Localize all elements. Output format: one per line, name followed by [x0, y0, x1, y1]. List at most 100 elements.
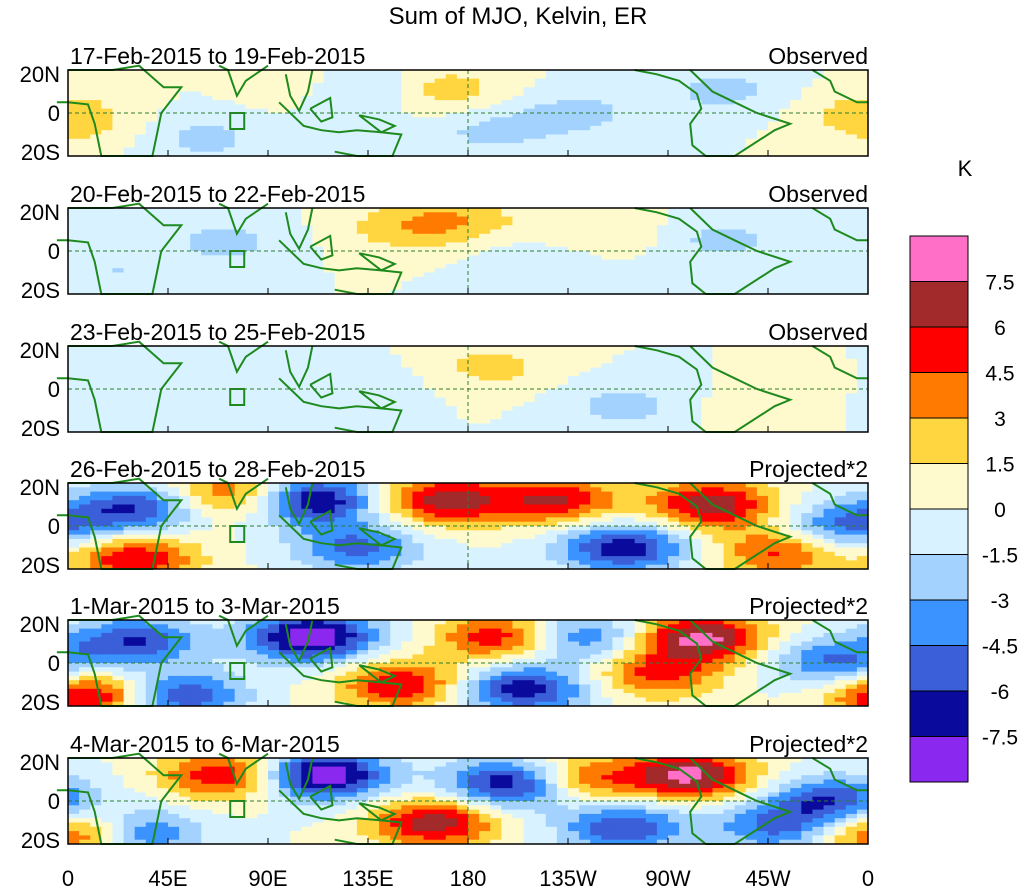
- heatmap-cell: [734, 220, 747, 226]
- heatmap-cell: [590, 238, 602, 243]
- heatmap-cell: [179, 246, 191, 252]
- heatmap-cell: [245, 238, 258, 243]
- heatmap-cell: [856, 414, 869, 420]
- heatmap-cell: [456, 259, 469, 265]
- heatmap-cell: [256, 508, 269, 514]
- heatmap-cell: [623, 95, 636, 101]
- heatmap-cell: [434, 410, 447, 416]
- heatmap-cell: [590, 251, 602, 256]
- heatmap-cell: [379, 564, 391, 570]
- heatmap-cell: [312, 427, 324, 433]
- heatmap-cell: [279, 384, 291, 390]
- heatmap-cell: [201, 82, 213, 88]
- heatmap-cell: [112, 78, 124, 84]
- heatmap-cell: [856, 263, 869, 269]
- heatmap-cell: [423, 70, 436, 75]
- heatmap-cell: [479, 371, 491, 377]
- heatmap-cell: [790, 406, 802, 411]
- heatmap-cell: [234, 367, 247, 373]
- heatmap-cell: [90, 100, 102, 105]
- heatmap-cell: [279, 255, 291, 260]
- heatmap-cell: [112, 414, 124, 420]
- heatmap-cell: [68, 423, 80, 429]
- heatmap-cell: [668, 354, 680, 360]
- heatmap-cell: [568, 272, 580, 278]
- heatmap-cell: [512, 259, 524, 265]
- heatmap-cell: [190, 427, 202, 433]
- heatmap-cell: [601, 134, 613, 140]
- heatmap-cell: [512, 143, 524, 148]
- heatmap-cell: [479, 91, 491, 97]
- heatmap-cell: [212, 289, 224, 295]
- heatmap-cell: [501, 91, 513, 97]
- heatmap-cell: [579, 113, 591, 118]
- heatmap-cell: [490, 419, 502, 424]
- heatmap-cell: [101, 508, 113, 514]
- heatmap-cell: [490, 346, 502, 351]
- heatmap-cell: [101, 82, 113, 88]
- heatmap-cell: [168, 358, 180, 364]
- heatmap-cell: [623, 104, 636, 110]
- heatmap-cell: [590, 220, 602, 226]
- heatmap-cell: [379, 117, 391, 122]
- heatmap-cell: [468, 255, 480, 260]
- heatmap-cell: [668, 87, 680, 92]
- heatmap-cell: [101, 130, 113, 135]
- heatmap-cell: [668, 151, 680, 157]
- heatmap-cell: [579, 246, 591, 252]
- heatmap-cell: [345, 551, 358, 557]
- heatmap-cell: [834, 255, 847, 260]
- heatmap-cell: [656, 246, 669, 252]
- heatmap-cell: [90, 151, 102, 157]
- heatmap-cell: [379, 91, 391, 97]
- heatmap-cell: [745, 212, 758, 217]
- heatmap-cell: [779, 208, 791, 213]
- heatmap-cell: [623, 74, 636, 79]
- heatmap-cell: [201, 281, 213, 286]
- heatmap-cell: [79, 487, 91, 492]
- heatmap-cell: [156, 100, 169, 105]
- heatmap-cell: [723, 134, 736, 140]
- heatmap-cell: [134, 134, 147, 140]
- heatmap-cell: [356, 82, 369, 88]
- heatmap-cell: [756, 346, 769, 351]
- heatmap-cell: [156, 491, 169, 497]
- heatmap-cell: [134, 556, 147, 561]
- heatmap-cell: [668, 117, 680, 122]
- heatmap-cell: [145, 233, 158, 239]
- heatmap-cell: [601, 263, 613, 269]
- heatmap-cell: [312, 551, 324, 557]
- y-tick-label: 0: [48, 239, 60, 264]
- heatmap-cell: [456, 346, 469, 351]
- heatmap-cell: [201, 117, 213, 122]
- heatmap-cell: [812, 87, 824, 92]
- heatmap-cell: [379, 246, 391, 252]
- heatmap-cell: [256, 216, 269, 222]
- heatmap-cell: [356, 393, 369, 398]
- heatmap-cell: [334, 551, 347, 557]
- heatmap-cell: [434, 259, 447, 265]
- heatmap-cell: [845, 82, 858, 88]
- heatmap-cell: [112, 289, 124, 295]
- heatmap-cell: [745, 259, 758, 265]
- heatmap-cell: [368, 104, 380, 110]
- heatmap-cell: [201, 233, 213, 239]
- heatmap-cell: [723, 95, 736, 101]
- heatmap-cell: [190, 251, 202, 256]
- heatmap-cell: [434, 82, 447, 88]
- heatmap-cell: [701, 125, 713, 131]
- heatmap-cell: [612, 419, 624, 424]
- heatmap-cell: [668, 406, 680, 411]
- heatmap-cell: [490, 281, 502, 286]
- heatmap-cell: [356, 130, 369, 135]
- heatmap-cell: [423, 397, 436, 403]
- panel-dates: 17-Feb-2015 to 19-Feb-2015: [70, 43, 365, 69]
- heatmap-cell: [534, 229, 547, 235]
- heatmap-cell: [68, 130, 80, 135]
- heatmap-cell: [645, 389, 658, 394]
- heatmap-cell: [512, 401, 524, 407]
- heatmap-cell: [623, 367, 636, 373]
- heatmap-cell: [434, 384, 447, 390]
- heatmap-cell: [223, 354, 236, 360]
- heatmap-cell: [190, 212, 202, 217]
